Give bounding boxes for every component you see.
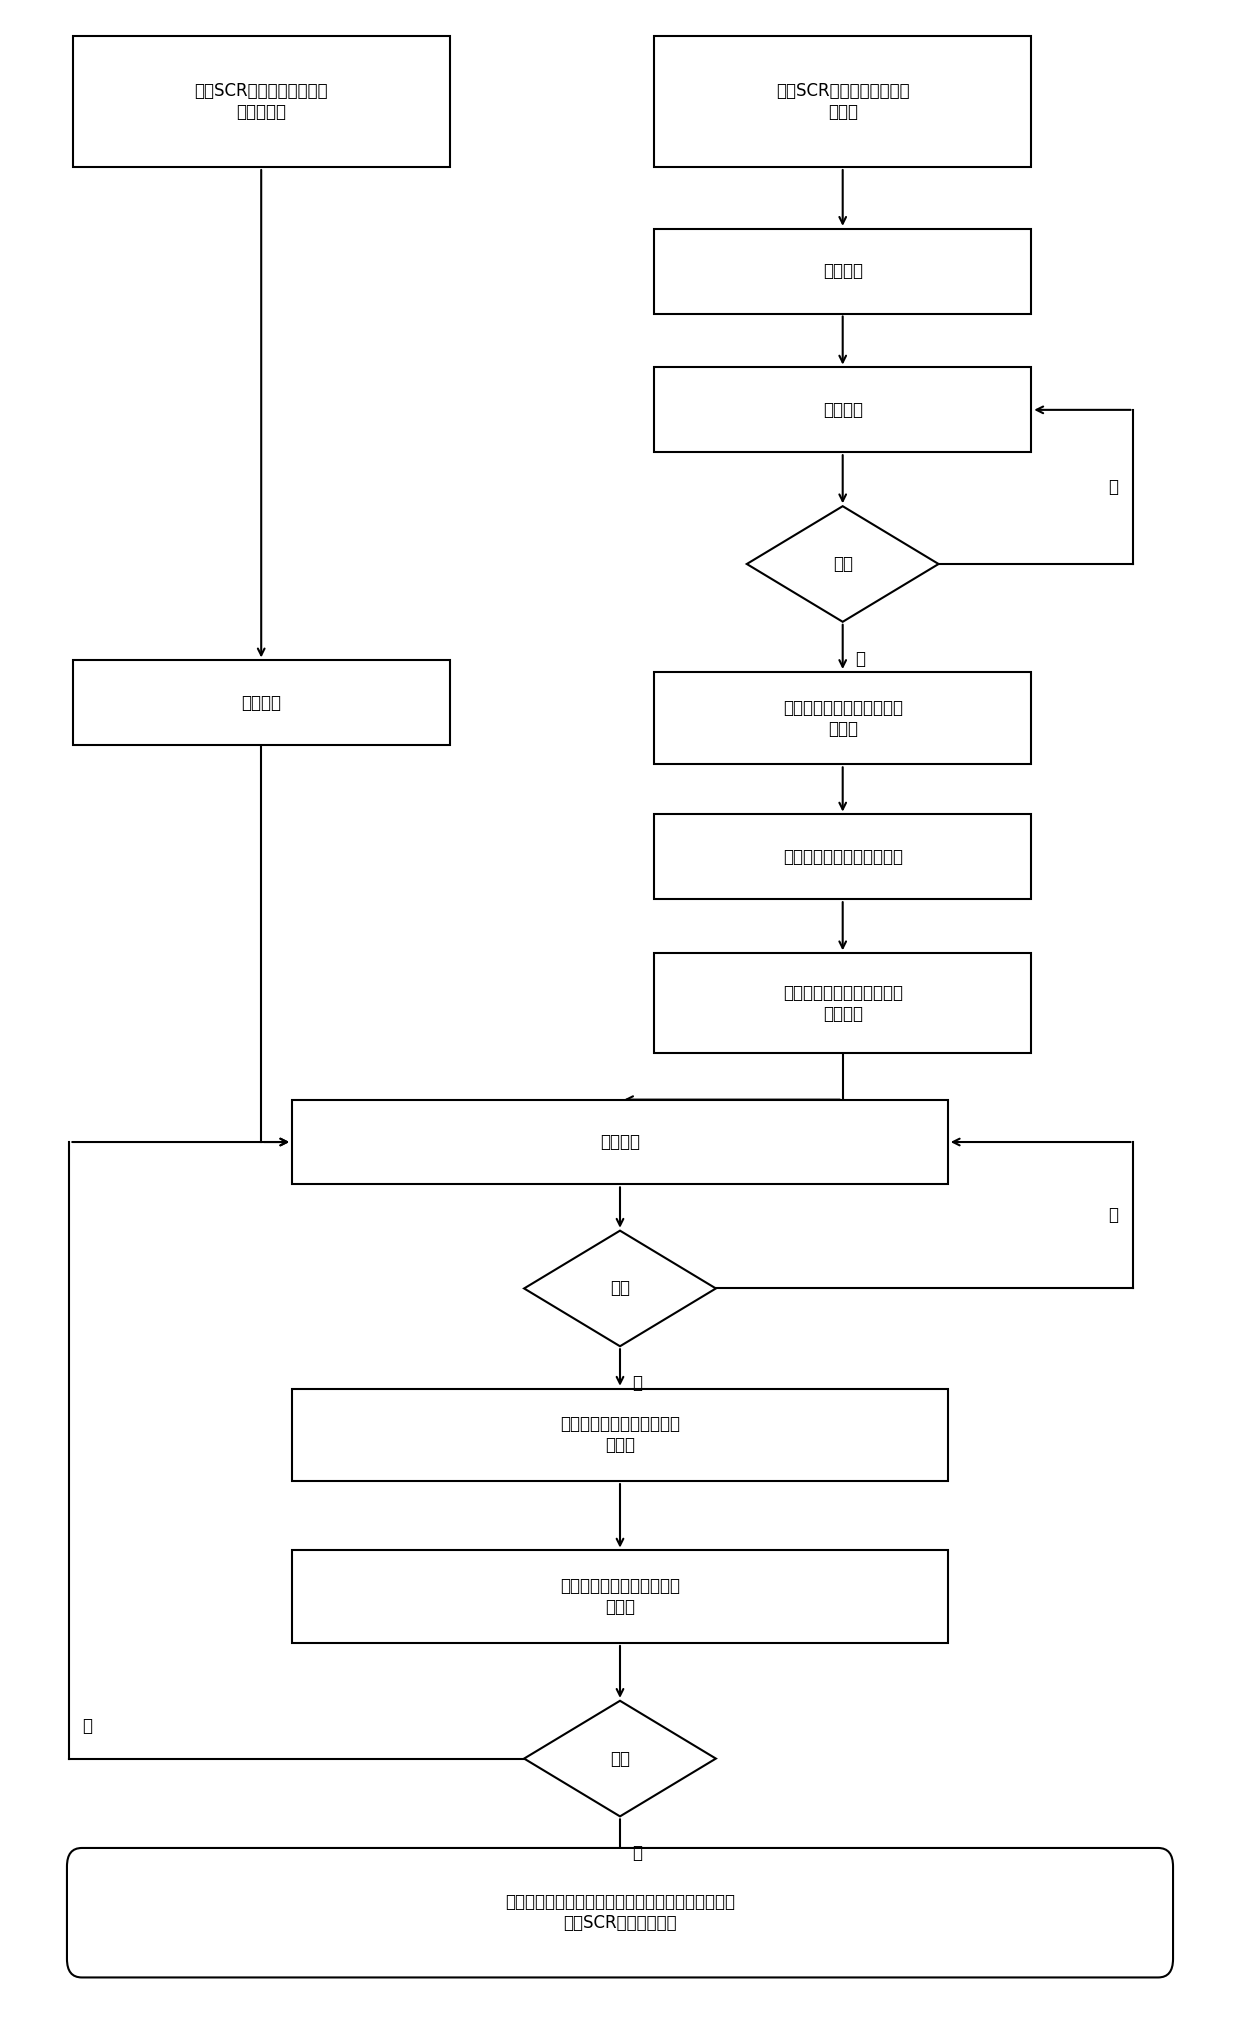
FancyBboxPatch shape — [653, 368, 1032, 453]
Polygon shape — [525, 1231, 715, 1347]
Text: 得到宏观脱硝催化剂阻力模
拟结果: 得到宏观脱硝催化剂阻力模 拟结果 — [560, 1415, 680, 1454]
FancyBboxPatch shape — [653, 228, 1032, 313]
Text: 网格划分: 网格划分 — [822, 263, 863, 281]
FancyBboxPatch shape — [653, 36, 1032, 168]
FancyBboxPatch shape — [72, 36, 450, 168]
Text: 收敛: 收敛 — [610, 1280, 630, 1298]
Text: 网格划分: 网格划分 — [242, 694, 281, 712]
FancyBboxPatch shape — [653, 671, 1032, 764]
Text: 吻合: 吻合 — [610, 1749, 630, 1767]
FancyBboxPatch shape — [72, 661, 450, 746]
Text: 拟合出催化剂阻力计算公式: 拟合出催化剂阻力计算公式 — [782, 847, 903, 865]
Text: 计算出惯性阻力系数和粘性
阻力系数: 计算出惯性阻力系数和粘性 阻力系数 — [782, 985, 903, 1023]
Polygon shape — [525, 1701, 715, 1816]
Text: 数值模拟: 数值模拟 — [822, 400, 863, 419]
FancyBboxPatch shape — [293, 1100, 947, 1185]
Text: 建立SCR脱硝催化剂宏观多
孔介质模型: 建立SCR脱硝催化剂宏观多 孔介质模型 — [195, 83, 329, 121]
Text: 得到宏观和细观相结合的多尺度数值模拟方法成功应
用在SCR脱硝催化剂中: 得到宏观和细观相结合的多尺度数值模拟方法成功应 用在SCR脱硝催化剂中 — [505, 1893, 735, 1933]
Text: 是: 是 — [632, 1844, 642, 1862]
Text: 否: 否 — [1109, 477, 1118, 495]
FancyBboxPatch shape — [653, 815, 1032, 900]
Text: 建立SCR脱硝催化剂细观三
维模型: 建立SCR脱硝催化剂细观三 维模型 — [776, 83, 909, 121]
Text: 收敛: 收敛 — [833, 554, 853, 572]
FancyBboxPatch shape — [67, 1848, 1173, 1978]
Text: 是: 是 — [632, 1375, 642, 1391]
FancyBboxPatch shape — [653, 952, 1032, 1053]
Text: 得到细观脱硝催化剂阻力模
拟结果: 得到细观脱硝催化剂阻力模 拟结果 — [782, 700, 903, 738]
Text: 数值模拟: 数值模拟 — [600, 1132, 640, 1151]
FancyBboxPatch shape — [293, 1551, 947, 1644]
Text: 是: 是 — [856, 649, 866, 667]
Text: 将宏观模拟结果与实验值进
行对比: 将宏观模拟结果与实验值进 行对比 — [560, 1577, 680, 1616]
Text: 否: 否 — [1109, 1207, 1118, 1223]
FancyBboxPatch shape — [293, 1389, 947, 1482]
Polygon shape — [746, 506, 939, 623]
Text: 否: 否 — [82, 1717, 92, 1735]
